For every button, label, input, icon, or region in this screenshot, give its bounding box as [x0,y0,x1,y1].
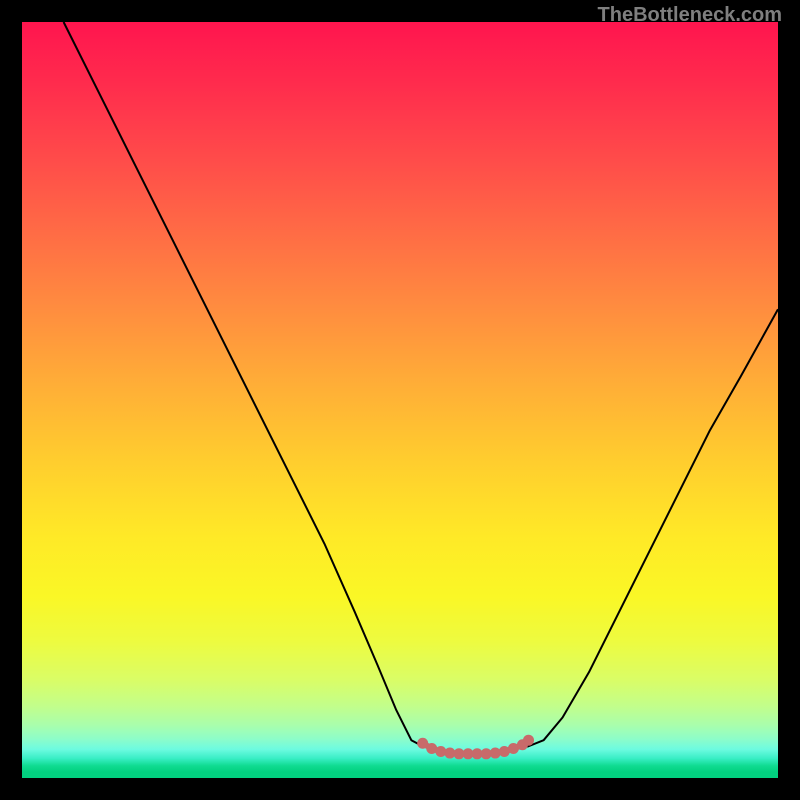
highlight-marker [508,744,518,754]
chart-svg [0,0,800,800]
highlight-marker [454,749,464,759]
highlight-marker [490,748,500,758]
highlight-marker [418,738,428,748]
highlight-marker [427,744,437,754]
highlight-marker [436,747,446,757]
highlight-marker [499,747,509,757]
highlight-marker [472,749,482,759]
highlight-marker [481,749,491,759]
highlight-marker [463,749,473,759]
highlight-marker [445,748,455,758]
bottleneck-chart: TheBottleneck.com [0,0,800,800]
highlight-marker [524,735,534,745]
